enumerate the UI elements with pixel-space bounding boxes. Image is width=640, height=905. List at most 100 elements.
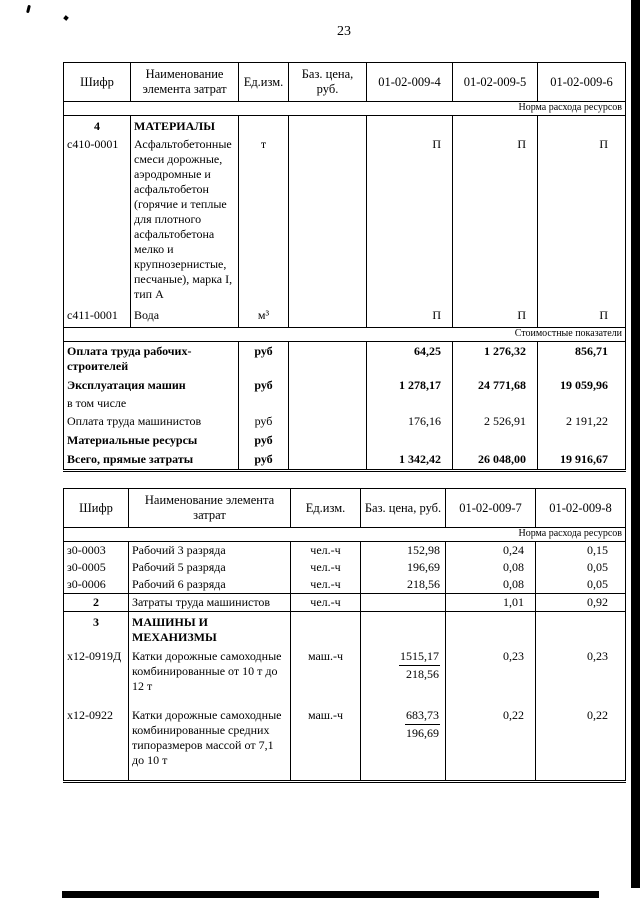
cell-empty [288, 395, 367, 412]
price-fraction-bottom: 196,69 [406, 726, 439, 740]
cell-empty [288, 431, 367, 450]
cell-empty [288, 412, 367, 431]
cell-value: 0,24 [445, 541, 536, 559]
price-fraction: 1515,17 218,56 [399, 649, 440, 682]
cost-table-009-7-8: Шифр Наименование элемента затрат Ед.изм… [63, 488, 626, 783]
cell-empty [288, 450, 367, 471]
cell-value: П [366, 136, 453, 303]
page-number: 23 [337, 24, 351, 39]
cell-value: П [366, 303, 453, 328]
material-row: с411-0001 Вода м³ П П П [63, 303, 626, 328]
cell-value: 0,22 [535, 706, 626, 782]
norma-band-row: Норма расхода ресурсов [63, 101, 626, 116]
cell-code: з0-0006 [63, 576, 129, 594]
cell-unit: чел.-ч [290, 593, 361, 612]
col-header-shifr: Шифр [63, 488, 129, 528]
cell-value: 856,71 [537, 341, 626, 376]
cell-value: 0,08 [445, 559, 536, 576]
price-fraction: 683,73 196,69 [405, 708, 440, 741]
cell-value: 1,01 [445, 593, 536, 612]
cost-row-machines: Эксплуатация машин руб 1 278,17 24 771,6… [63, 376, 626, 395]
cell-cost-name: Материальные ресурсы [63, 431, 239, 450]
cell-name: Вода [130, 303, 239, 328]
cell-name: Катки дорожные самоходные комбинированны… [128, 647, 291, 706]
cell-name: Рабочий 5 разряда [128, 559, 291, 576]
cell-empty [366, 115, 453, 136]
cell-name: Катки дорожные самоходные комбинированны… [128, 706, 291, 782]
cell-value: 24 771,68 [452, 376, 538, 395]
material-row: с410-0001 Асфальтобетонные смеси дорожны… [63, 136, 626, 303]
cell-name: Рабочий 6 разряда [128, 576, 291, 594]
cell-code: х12-0922 [63, 706, 129, 782]
cell-empty [452, 395, 538, 412]
cell-value: 176,16 [366, 412, 453, 431]
cell-empty [537, 395, 626, 412]
table2-header-row: Шифр Наименование элемента затрат Ед.изм… [63, 488, 626, 528]
cell-base-price: 683,73 196,69 [360, 706, 446, 782]
cell-value: П [537, 303, 626, 328]
price-fraction-bottom: 218,56 [406, 667, 439, 681]
labor-row: з0-0006 Рабочий 6 разряда чел.-ч 218,56 … [63, 576, 626, 594]
cost-row-material-resources: Материальные ресурсы руб [63, 431, 626, 450]
cell-code: х12-0919Д [63, 647, 129, 706]
cell-code: з0-0005 [63, 559, 129, 576]
cell-base-price [288, 136, 367, 303]
cell-value: 0,23 [445, 647, 536, 706]
col-header-unit: Ед.изм. [238, 62, 289, 102]
table1-header-row: Шифр Наименование элемента затрат Ед.изм… [63, 62, 626, 102]
col-header-009-5: 01-02-009-5 [452, 62, 538, 102]
cell-value: П [537, 136, 626, 303]
scan-edge-bar-right [631, 0, 640, 888]
cell-section-code: 4 [63, 115, 131, 136]
cell-unit: чел.-ч [290, 559, 361, 576]
cost-row-including: в том числе [63, 395, 626, 412]
col-header-base-price: Баз. цена, руб. [360, 488, 446, 528]
cell-value: 19 916,67 [537, 450, 626, 471]
cell-empty [535, 611, 626, 647]
cost-row-total-direct: Всего, прямые затраты руб 1 342,42 26 04… [63, 450, 626, 471]
labor-row: з0-0003 Рабочий 3 разряда чел.-ч 152,98 … [63, 541, 626, 559]
cell-unit: руб [238, 376, 289, 395]
norma-band-label: Норма расхода ресурсов [63, 101, 626, 116]
cell-value: 1 276,32 [452, 341, 538, 376]
cell-value [366, 431, 453, 450]
cell-unit: руб [238, 341, 289, 376]
cell-value: 1 278,17 [366, 376, 453, 395]
cell-code: з0-0003 [63, 541, 129, 559]
cell-empty [537, 115, 626, 136]
cell-base-price [288, 303, 367, 328]
cell-empty [288, 341, 367, 376]
cell-unit: руб [238, 450, 289, 471]
norma-band-label: Норма расхода ресурсов [63, 527, 626, 542]
cell-name: Затраты труда машинистов [128, 593, 291, 612]
section-row-machines: 3 МАШИНЫ И МЕХАНИЗМЫ [63, 611, 626, 647]
cell-code: с410-0001 [63, 136, 131, 303]
col-header-name: Наименование элемента затрат [128, 488, 291, 528]
cell-value [452, 431, 538, 450]
cell-cost-name: Эксплуатация машин [63, 376, 239, 395]
machine-row: х12-0922 Катки дорожные самоходные комби… [63, 706, 626, 782]
cell-value: 2 526,91 [452, 412, 538, 431]
cell-empty [238, 395, 289, 412]
cell-unit: маш.-ч [290, 647, 361, 706]
cell-value: 26 048,00 [452, 450, 538, 471]
cell-empty [452, 115, 538, 136]
col-header-name: Наименование элемента затрат [130, 62, 239, 102]
cell-base-price: 218,56 [360, 576, 446, 594]
col-header-009-7: 01-02-009-7 [445, 488, 536, 528]
cell-empty [288, 376, 367, 395]
cell-value: 0,23 [535, 647, 626, 706]
norma-band-row: Норма расхода ресурсов [63, 527, 626, 542]
cell-unit: чел.-ч [290, 576, 361, 594]
cell-name: Рабочий 3 разряда [128, 541, 291, 559]
col-header-009-6: 01-02-009-6 [537, 62, 626, 102]
cell-name: Асфальтобетонные смеси дорожные, аэродро… [130, 136, 239, 303]
cell-code: с411-0001 [63, 303, 131, 328]
cost-table-009-4-6: Шифр Наименование элемента затрат Ед.изм… [63, 62, 626, 472]
cell-value: 19 059,96 [537, 376, 626, 395]
cell-unit: руб [238, 431, 289, 450]
col-header-009-4: 01-02-009-4 [366, 62, 453, 102]
col-header-unit: Ед.изм. [290, 488, 361, 528]
cell-empty [445, 611, 536, 647]
cell-code: 2 [63, 593, 129, 612]
